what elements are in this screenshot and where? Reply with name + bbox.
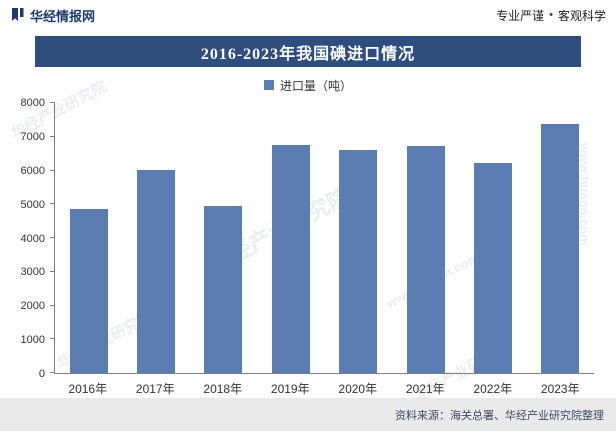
bar-2016年 bbox=[69, 209, 108, 373]
bar-slot bbox=[392, 103, 459, 373]
y-tick-label: 0 bbox=[38, 368, 45, 380]
bar-slot bbox=[325, 103, 392, 373]
x-tick-label: 2023年 bbox=[540, 382, 580, 396]
chart-title-banner: 2016-2023年我国碘进口情况 bbox=[35, 36, 581, 67]
x-tick-label: 2021年 bbox=[405, 382, 445, 396]
x-tick-label: 2022年 bbox=[473, 382, 513, 396]
bar-2019年 bbox=[271, 144, 310, 373]
bar-slot bbox=[527, 103, 594, 373]
y-tick-mark bbox=[50, 135, 55, 137]
logo-icon bbox=[10, 7, 25, 23]
bar-2023年 bbox=[541, 123, 580, 373]
bar-2017年 bbox=[137, 169, 176, 373]
y-tick-mark bbox=[50, 203, 55, 205]
bar-2020年 bbox=[339, 149, 378, 373]
source-bar: 资料来源：海关总署、华经产业研究院整理 bbox=[0, 398, 616, 431]
legend-swatch bbox=[263, 80, 274, 90]
y-tick-label: 2000 bbox=[20, 300, 45, 313]
y-tick-mark bbox=[50, 169, 55, 171]
y-tick-label: 5000 bbox=[20, 198, 45, 211]
y-tick-label: 7000 bbox=[20, 130, 45, 143]
legend-label: 进口量（吨） bbox=[279, 78, 352, 93]
y-tick-mark bbox=[50, 304, 55, 306]
y-tick-label: 1000 bbox=[20, 334, 45, 347]
plot-area bbox=[50, 102, 594, 374]
y-tick-mark bbox=[50, 338, 55, 340]
y-tick-mark bbox=[50, 102, 55, 103]
source-text: 资料来源：海关总署、华经产业研究院整理 bbox=[395, 409, 604, 422]
x-axis-labels: 2016年 2017年 2018年 2019年 2020年 2021年 2022年 2023年 bbox=[54, 374, 594, 396]
bar-slot bbox=[257, 103, 324, 373]
x-tick-label: 2020年 bbox=[338, 382, 378, 396]
y-tick-mark bbox=[50, 372, 55, 373]
y-tick-label: 6000 bbox=[20, 164, 45, 177]
x-tick-label: 2016年 bbox=[68, 382, 108, 396]
bar-slot bbox=[459, 103, 526, 373]
legend: 进口量（吨） bbox=[0, 73, 616, 97]
bar-2021年 bbox=[406, 145, 445, 373]
y-tick-label: 3000 bbox=[20, 266, 45, 279]
x-tick-label: 2019年 bbox=[270, 382, 310, 396]
bar-2018年 bbox=[204, 206, 243, 373]
bar-2022年 bbox=[473, 163, 512, 373]
slogan-right: 客观科学 bbox=[557, 8, 606, 23]
bar-slot bbox=[122, 103, 189, 373]
bar-slot bbox=[55, 103, 122, 373]
y-axis: 0 1000 2000 3000 4000 5000 6000 7000 8000 bbox=[12, 97, 54, 380]
y-tick-mark bbox=[50, 237, 55, 238]
brand: 华经情报网 bbox=[10, 6, 95, 25]
top-header: 华经情报网 专业严谨 • 客观科学 bbox=[0, 0, 616, 30]
bar-slot bbox=[190, 103, 257, 373]
y-tick-label: 4000 bbox=[20, 232, 45, 245]
y-tick-mark bbox=[50, 270, 55, 272]
dot-separator-icon: • bbox=[549, 9, 553, 21]
brand-label: 华经情报网 bbox=[30, 8, 96, 24]
chart-title: 2016-2023年我国碘进口情况 bbox=[200, 45, 416, 63]
x-tick-label: 2017年 bbox=[135, 382, 175, 396]
slogan-left: 专业严谨 bbox=[496, 8, 545, 23]
bar-chart: 华经产业研究院 华经产业研究院 www.huaon.com 华经产业研究院 华经… bbox=[9, 78, 594, 405]
header-slogan: 专业严谨 • 客观科学 bbox=[496, 7, 606, 24]
y-tick-label: 8000 bbox=[20, 97, 45, 109]
x-tick-label: 2018年 bbox=[203, 382, 243, 396]
